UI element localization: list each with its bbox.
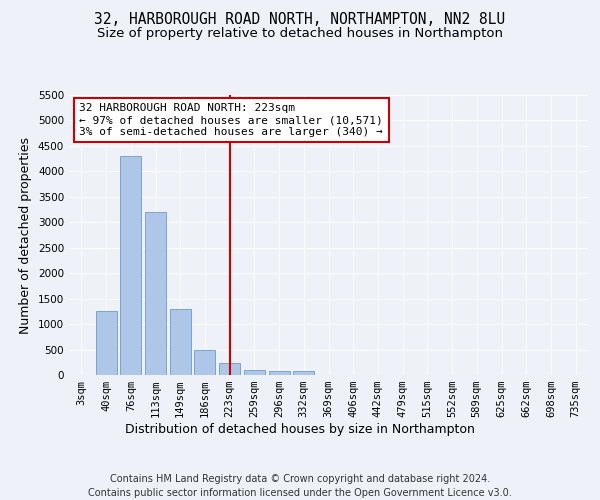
- Bar: [170, 309, 191, 375]
- Bar: [120, 156, 141, 375]
- Bar: [194, 350, 215, 375]
- Text: Size of property relative to detached houses in Northampton: Size of property relative to detached ho…: [97, 28, 503, 40]
- Text: 32 HARBOROUGH ROAD NORTH: 223sqm
← 97% of detached houses are smaller (10,571)
3: 32 HARBOROUGH ROAD NORTH: 223sqm ← 97% o…: [79, 104, 383, 136]
- Bar: [95, 312, 116, 375]
- Bar: [219, 364, 240, 375]
- Bar: [244, 370, 265, 375]
- Bar: [269, 372, 290, 375]
- Bar: [293, 372, 314, 375]
- Text: 32, HARBOROUGH ROAD NORTH, NORTHAMPTON, NN2 8LU: 32, HARBOROUGH ROAD NORTH, NORTHAMPTON, …: [94, 12, 506, 28]
- Text: Distribution of detached houses by size in Northampton: Distribution of detached houses by size …: [125, 422, 475, 436]
- Text: Contains HM Land Registry data © Crown copyright and database right 2024.
Contai: Contains HM Land Registry data © Crown c…: [88, 474, 512, 498]
- Y-axis label: Number of detached properties: Number of detached properties: [19, 136, 32, 334]
- Bar: [145, 212, 166, 375]
